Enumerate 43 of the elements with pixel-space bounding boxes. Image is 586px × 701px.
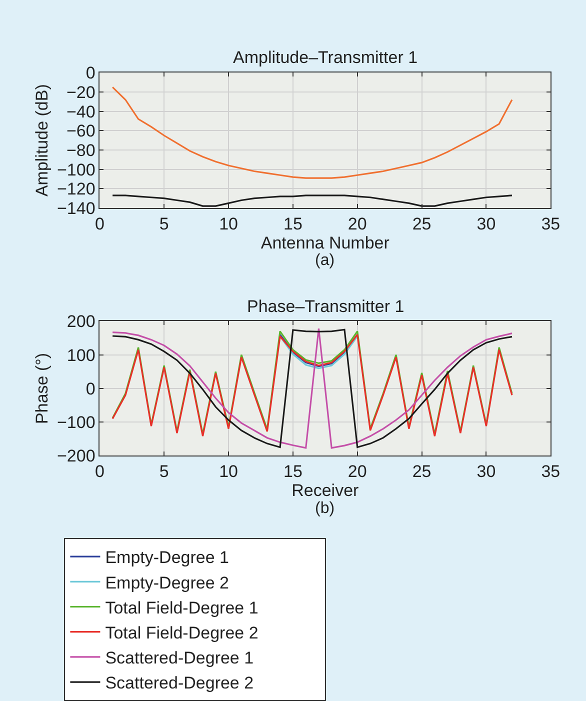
y-tick-label: −20 [66, 82, 96, 102]
y-tick-label: 200 [66, 312, 96, 332]
legend-label: Scattered-Degree 1 [105, 648, 254, 668]
x-axis-title: Receiver [292, 481, 360, 500]
y-tick-label: −120 [56, 180, 96, 199]
x-tick-label: 25 [412, 214, 432, 234]
line-series [112, 86, 513, 179]
y-tick-label: 0 [86, 64, 96, 83]
x-tick-label: 25 [412, 462, 432, 482]
legend-label: Total Field-Degree 1 [105, 598, 258, 618]
y-tick-label: −100 [56, 412, 96, 432]
x-tick-label: 30 [476, 462, 496, 482]
x-tick-label: 20 [348, 462, 367, 482]
text: (a) [315, 252, 335, 269]
line-series [112, 194, 513, 207]
chart-title: Amplitude–Transmitter 1 [233, 48, 418, 67]
legend-label: Empty-Degree 1 [105, 548, 229, 568]
legend-label: Total Field-Degree 2 [105, 623, 258, 642]
chart-title: Phase–Transmitter 1 [247, 297, 404, 316]
x-tick-label: 15 [283, 214, 302, 234]
x-tick-label: 10 [219, 214, 238, 234]
x-tick-label: 10 [219, 462, 238, 482]
x-tick-label: 35 [541, 214, 560, 234]
x-tick-label: 30 [476, 214, 496, 234]
x-tick-label: 5 [159, 462, 169, 482]
x-tick-label: 35 [541, 462, 560, 482]
x-tick-label: 20 [348, 214, 367, 234]
x-tick-label: 5 [159, 214, 169, 234]
x-tick-label: 15 [283, 462, 302, 482]
y-tick-label: −100 [56, 160, 96, 180]
y-tick-label: 0 [86, 379, 96, 398]
y-tick-label: 100 [66, 346, 96, 365]
legend-label: Empty-Degree 2 [105, 573, 229, 592]
y-tick-label: −40 [66, 102, 96, 122]
legend-label: Scattered-Degree 2 [105, 674, 254, 693]
y-tick-label: −140 [56, 198, 96, 218]
x-axis-title: Antenna Number [260, 233, 390, 252]
y-tick-label: −80 [66, 140, 96, 160]
y-axis-title: Amplitude (dB) [32, 84, 52, 197]
y-tick-label: −60 [66, 122, 96, 141]
y-tick-label: −200 [56, 446, 96, 466]
text: (b) [315, 500, 335, 517]
y-axis-title: Phase (°) [32, 352, 52, 424]
